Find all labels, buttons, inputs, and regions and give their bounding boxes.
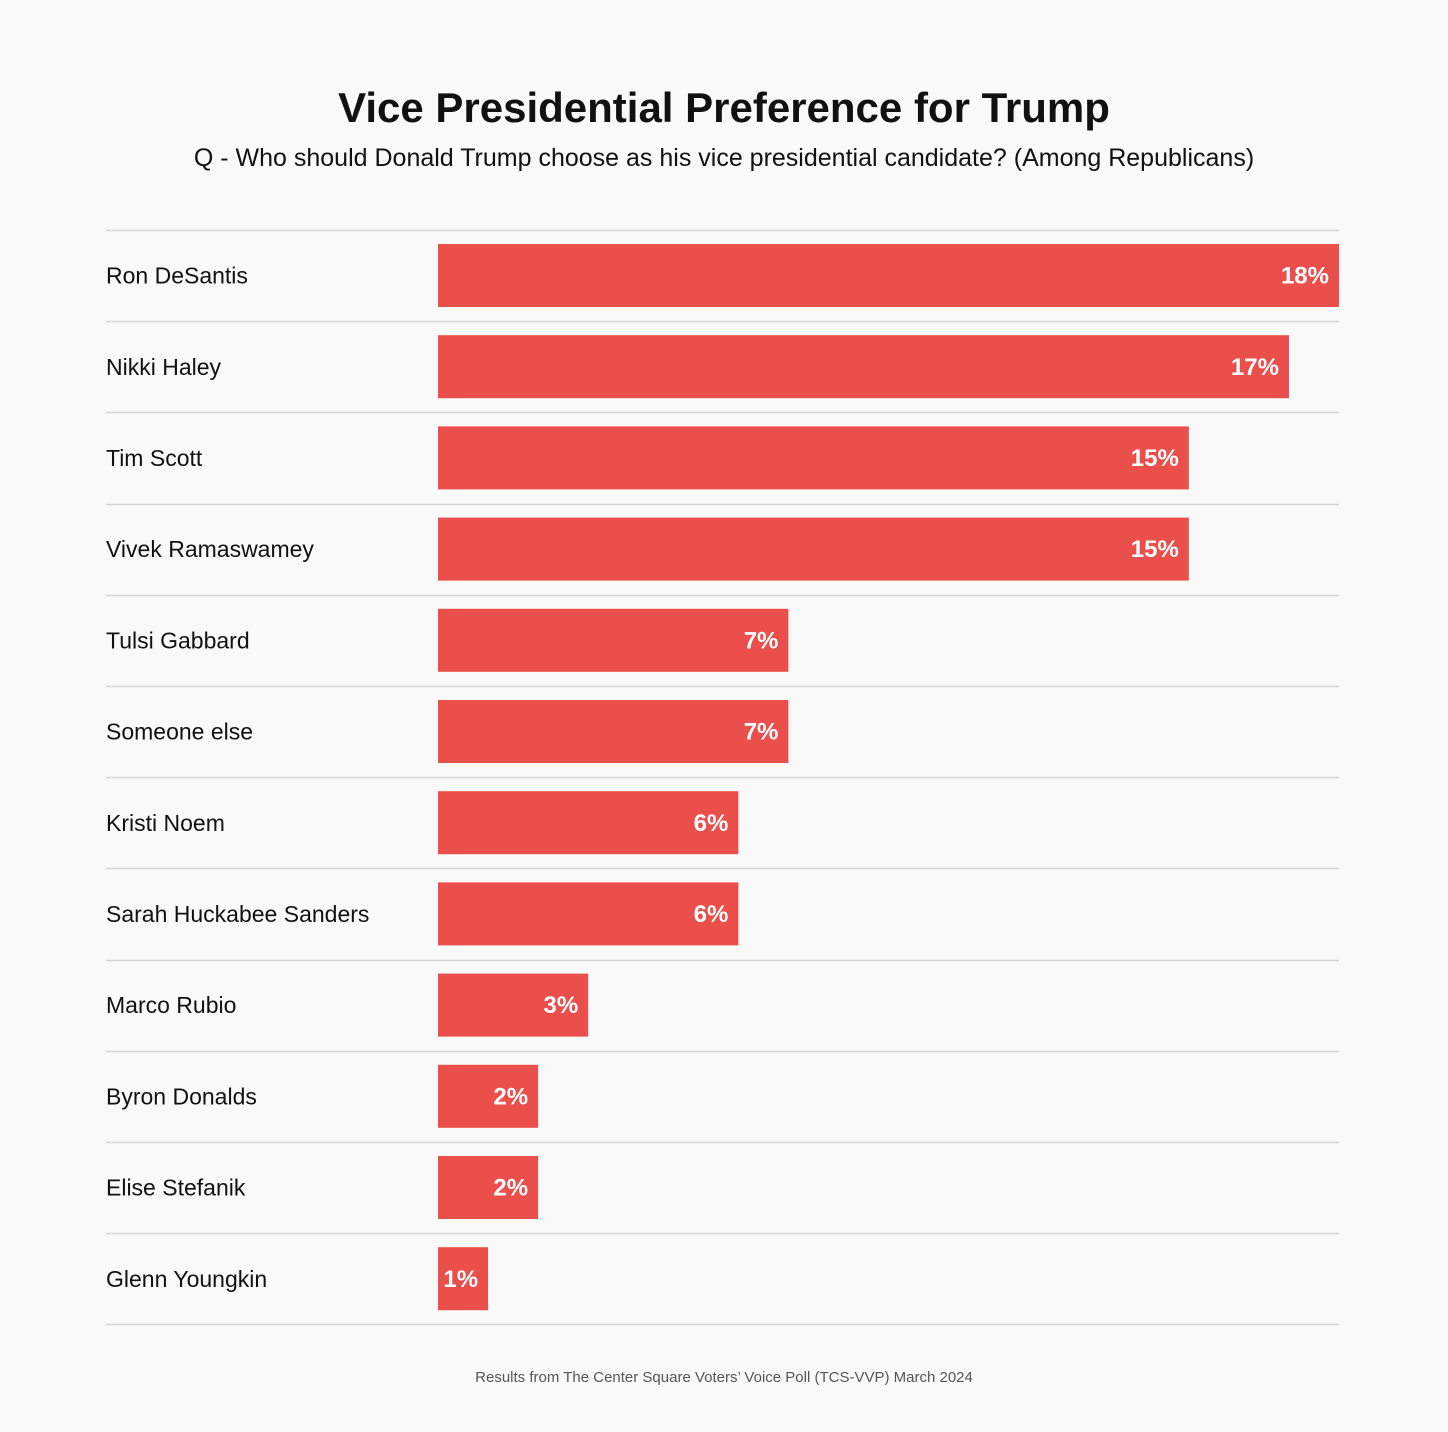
category-label: Tim Scott <box>106 445 203 471</box>
category-label: Marco Rubio <box>106 992 236 1018</box>
category-label: Byron Donalds <box>106 1083 257 1109</box>
bar <box>438 1156 539 1219</box>
value-label: 2% <box>493 1175 528 1202</box>
value-label: 7% <box>744 719 779 746</box>
bar <box>438 700 789 763</box>
category-label: Ron DeSantis <box>106 263 248 289</box>
value-label: 7% <box>744 627 779 654</box>
chart-title: Vice Presidential Preference for Trump <box>338 84 1110 131</box>
chart-footer: Results from The Center Square Voters’ V… <box>475 1369 973 1386</box>
value-label: 18% <box>1281 263 1329 290</box>
category-label: Kristi Noem <box>106 810 225 836</box>
bar <box>438 244 1339 307</box>
value-label: 3% <box>543 992 578 1019</box>
category-label: Glenn Youngkin <box>106 1266 267 1292</box>
value-label: 15% <box>1131 445 1179 472</box>
bar <box>438 1247 489 1311</box>
category-label: Elise Stefanik <box>106 1175 246 1201</box>
value-label: 15% <box>1131 536 1179 563</box>
bar <box>438 608 789 672</box>
bar <box>438 517 1189 581</box>
value-label: 17% <box>1231 354 1279 381</box>
value-label: 6% <box>694 901 729 928</box>
bar <box>438 335 1289 399</box>
bar <box>438 1064 539 1128</box>
bar <box>438 791 739 855</box>
category-label: Tulsi Gabbard <box>106 627 250 653</box>
category-label: Sarah Huckabee Sanders <box>106 901 369 927</box>
category-label: Vivek Ramaswamey <box>106 536 314 562</box>
bar <box>438 426 1189 490</box>
value-label: 1% <box>443 1266 478 1293</box>
chart-subtitle: Q - Who should Donald Trump choose as hi… <box>193 144 1255 172</box>
category-label: Someone else <box>106 719 253 745</box>
value-label: 2% <box>493 1083 528 1110</box>
bar <box>438 882 739 946</box>
category-label: Nikki Haley <box>106 354 222 380</box>
bar <box>438 973 589 1037</box>
value-label: 6% <box>694 810 729 837</box>
